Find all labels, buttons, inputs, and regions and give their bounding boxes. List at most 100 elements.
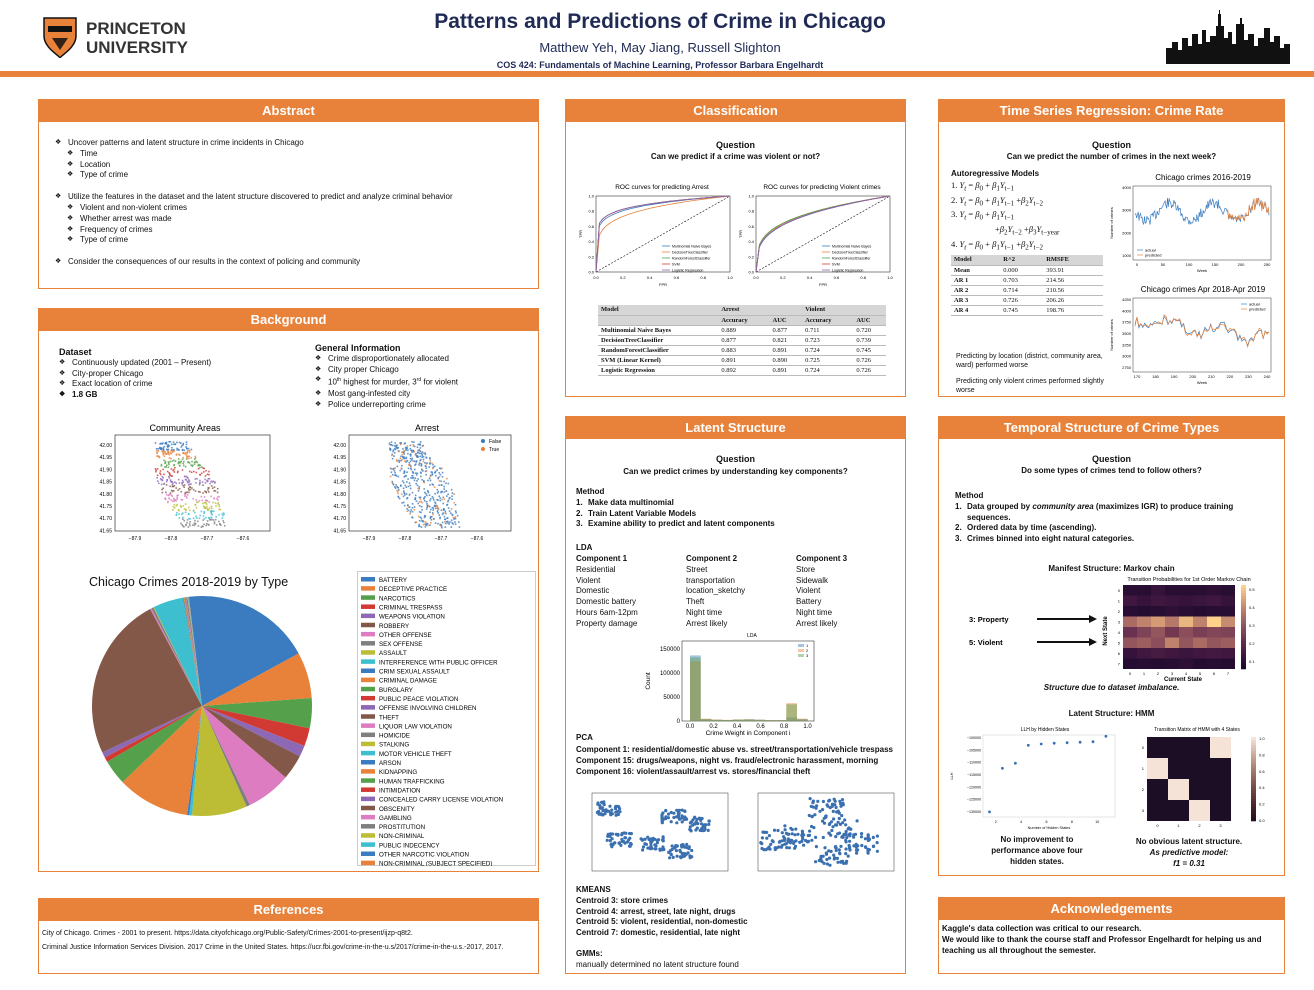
scatter-point <box>672 815 676 820</box>
map-point <box>194 461 197 463</box>
map-point <box>405 461 407 463</box>
map-point <box>188 506 190 509</box>
table-cell: 0.891 <box>769 365 803 376</box>
map-point <box>178 517 181 519</box>
scatter-point <box>597 809 601 814</box>
table-header-cell: AUC <box>769 315 803 326</box>
map-point <box>428 505 430 507</box>
heatmap-y-tick: 2 <box>1118 609 1121 614</box>
map-point <box>213 522 216 525</box>
map-point <box>202 484 204 486</box>
map-point <box>434 501 436 503</box>
colorbar-tick: 0.1 <box>1249 659 1255 664</box>
histogram-bar <box>764 720 776 721</box>
scatter-point <box>831 809 835 813</box>
map-point <box>394 474 397 476</box>
map-point <box>431 483 434 485</box>
heatmap-cell <box>1221 648 1235 659</box>
scatter-point <box>836 820 840 824</box>
map-point <box>454 521 456 523</box>
legend-label: OFFENSE INVOLVING CHILDREN <box>379 705 477 712</box>
scatter-point <box>623 836 628 840</box>
legend-swatch <box>361 595 375 600</box>
heatmap-cell <box>1179 658 1193 669</box>
map-point <box>210 512 213 515</box>
roc-legend-label: Multinomial Naive Bayes <box>832 244 872 248</box>
map-point <box>213 510 215 513</box>
page-title: Patterns and Predictions of Crime in Chi… <box>434 10 886 33</box>
scatter-point <box>808 797 812 801</box>
ts-question: Can we predict the number of crimes in t… <box>1006 152 1217 161</box>
hmm-y-tick: 0 <box>1142 745 1145 750</box>
crime-type-pie <box>91 595 312 816</box>
map-y-tick: 41.70 <box>99 516 112 522</box>
legend-label: SEX OFFENSE <box>379 641 422 648</box>
map-point <box>404 460 406 462</box>
roc-x-tick: 0.6 <box>834 275 840 280</box>
map-point <box>206 480 209 483</box>
component-term: Night time <box>796 607 833 617</box>
heatmap-cell <box>1137 585 1151 596</box>
map-point <box>393 455 395 457</box>
map-point <box>400 467 403 469</box>
ts-y-tick: 4250 <box>1122 297 1132 302</box>
map-point <box>433 505 436 507</box>
colorbar-segment <box>1251 773 1256 777</box>
map-point <box>389 467 392 470</box>
map-point <box>187 493 189 496</box>
map-point <box>173 471 176 473</box>
legend-label: ROBBERY <box>379 623 409 630</box>
map-point <box>454 504 457 506</box>
map-point <box>413 506 416 508</box>
scatter-point <box>668 849 672 853</box>
map-point <box>420 526 423 528</box>
component-term: location_sketchy <box>686 586 746 596</box>
heatmap-note: Structure due to dataset imbalance. <box>1043 683 1180 692</box>
scatter-point <box>617 841 621 845</box>
scatter-point <box>828 822 832 826</box>
map-point <box>201 466 203 468</box>
map-point <box>434 470 437 473</box>
legend-swatch <box>361 787 375 792</box>
map-point <box>169 492 172 494</box>
map-point <box>404 484 407 487</box>
dataset-item: Continuously updated (2001 – Present) <box>59 358 279 369</box>
abstract-sub-item: Time <box>67 149 525 160</box>
roc-curve <box>595 195 731 273</box>
colorbar-segment <box>1251 812 1256 816</box>
map-point <box>171 490 174 493</box>
colorbar-segment <box>1251 765 1256 769</box>
map-point <box>157 450 160 452</box>
temporal-method: Method 1. Data grouped by community area … <box>955 491 1275 545</box>
arrow-right-icon <box>1037 615 1097 623</box>
map-point <box>171 460 174 462</box>
scatter-point <box>827 849 831 853</box>
map-point <box>420 464 423 466</box>
table-header-cell <box>769 305 803 316</box>
heatmap-cell <box>1221 658 1235 669</box>
ts-y-tick: 3250 <box>1122 342 1132 347</box>
map-point <box>437 512 439 514</box>
map-point <box>391 481 394 484</box>
colorbar-segment <box>1251 770 1256 774</box>
map-point <box>170 452 172 455</box>
map-point <box>175 482 177 485</box>
map-point <box>422 519 424 522</box>
colorbar-segment <box>1241 624 1246 628</box>
map-point <box>196 477 198 480</box>
map-point <box>400 442 403 444</box>
scatter-point <box>844 823 848 827</box>
map-point <box>189 488 192 491</box>
histogram-bar <box>775 720 787 721</box>
component-term: Sidewalk <box>796 575 829 585</box>
map-point <box>436 492 439 494</box>
markov-heatmap: Transition Probabilities for 1st Order M… <box>969 577 1255 683</box>
scatter-point <box>794 827 798 831</box>
scatter-point <box>855 851 859 855</box>
colorbar-tick: 0.6 <box>1259 769 1265 774</box>
table-row: AR 1 0.703 214.56 <box>951 275 1103 286</box>
pca-scatter-2 <box>757 792 895 872</box>
map-point <box>202 467 204 469</box>
map-point <box>394 471 396 474</box>
logo-line2: UNIVERSITY <box>86 38 189 57</box>
